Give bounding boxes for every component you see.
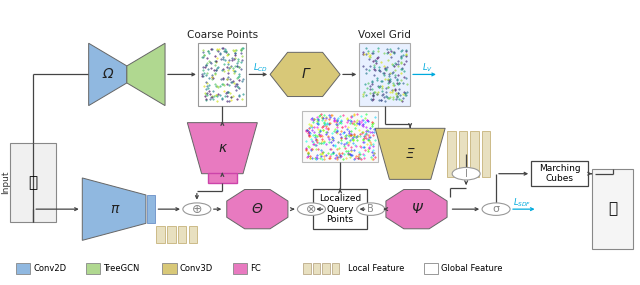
Text: 🪑: 🪑 (29, 175, 38, 190)
Text: π: π (110, 202, 118, 216)
Text: Global Feature: Global Feature (441, 264, 502, 273)
Text: Θ: Θ (252, 202, 263, 216)
Bar (147, 195, 155, 223)
Bar (86, 263, 100, 274)
Text: Local Feature: Local Feature (348, 264, 404, 273)
Circle shape (452, 168, 480, 180)
Polygon shape (127, 43, 165, 106)
Polygon shape (375, 128, 445, 179)
Bar (332, 263, 339, 274)
Polygon shape (89, 43, 127, 106)
Bar (198, 43, 246, 106)
Text: Γ: Γ (301, 68, 309, 82)
Text: $L_{SDF}$: $L_{SDF}$ (513, 196, 532, 209)
Bar (447, 131, 456, 176)
Bar (178, 226, 186, 243)
Text: $L_V$: $L_V$ (422, 61, 433, 74)
Bar (482, 131, 490, 176)
Polygon shape (83, 178, 146, 240)
Polygon shape (386, 190, 447, 229)
Text: Marching
Cubes: Marching Cubes (539, 164, 580, 183)
Bar (16, 263, 30, 274)
Bar (424, 263, 438, 274)
Text: Conv3D: Conv3D (180, 264, 213, 273)
Bar (313, 189, 367, 229)
Text: ⊕: ⊕ (191, 203, 202, 216)
Text: Ψ: Ψ (411, 202, 422, 216)
Text: Ω: Ω (102, 68, 113, 82)
Circle shape (298, 203, 326, 215)
Circle shape (356, 203, 385, 215)
Text: Coarse Points: Coarse Points (187, 30, 258, 40)
Text: Localized
Query
Points: Localized Query Points (319, 194, 361, 224)
Text: TreeGCN: TreeGCN (103, 264, 140, 273)
Text: B: B (367, 204, 374, 214)
Bar (232, 263, 246, 274)
Bar (323, 263, 330, 274)
Bar (156, 226, 164, 243)
Text: $L_{CD}$: $L_{CD}$ (253, 61, 268, 74)
Bar (531, 161, 588, 186)
Text: FC: FC (250, 264, 260, 273)
Bar (592, 170, 633, 249)
Polygon shape (270, 52, 340, 97)
Text: Input: Input (1, 170, 10, 194)
Text: 🪑: 🪑 (608, 202, 617, 217)
Bar (167, 226, 175, 243)
Bar (208, 173, 237, 183)
Text: Conv2D: Conv2D (33, 264, 67, 273)
Polygon shape (188, 123, 257, 174)
Text: κ: κ (218, 141, 227, 155)
Text: Ξ: Ξ (406, 147, 415, 161)
Bar (189, 226, 197, 243)
Circle shape (183, 203, 211, 215)
Text: σ: σ (493, 204, 500, 214)
Bar (459, 131, 467, 176)
Bar (359, 43, 410, 106)
Bar (163, 263, 177, 274)
Bar (302, 111, 378, 162)
Bar (313, 263, 321, 274)
Polygon shape (227, 190, 288, 229)
Text: I: I (465, 169, 468, 179)
Bar (303, 263, 311, 274)
Text: ⊗: ⊗ (306, 203, 317, 216)
Circle shape (482, 203, 510, 215)
Bar (470, 131, 479, 176)
Text: Voxel Grid: Voxel Grid (358, 30, 411, 40)
Bar (10, 142, 56, 222)
